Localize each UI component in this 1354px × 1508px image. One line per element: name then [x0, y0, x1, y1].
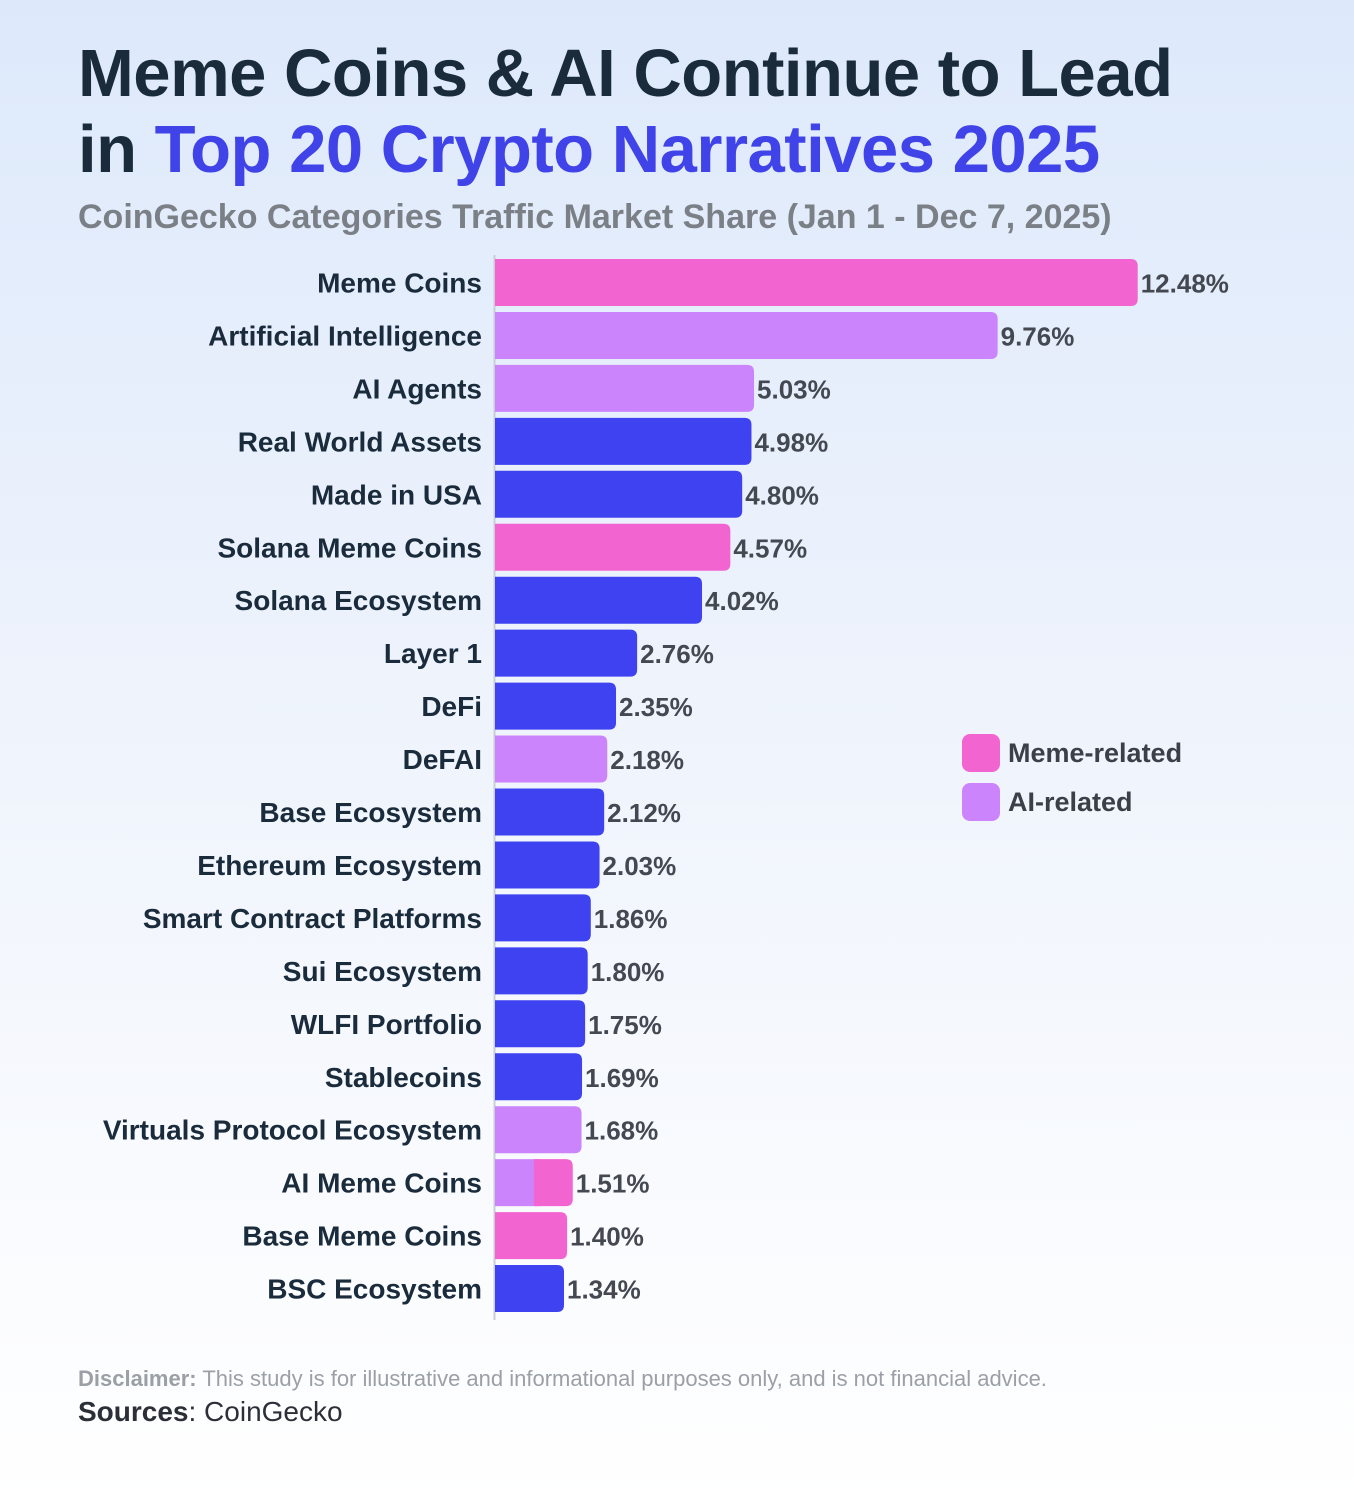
value-label-artificial-intelligence: 9.76%: [1001, 321, 1075, 351]
value-label-virtuals-protocol-ecosystem: 1.68%: [585, 1116, 659, 1146]
value-label-smart-contract-platforms: 1.86%: [594, 904, 668, 934]
bar-defai: [495, 735, 608, 783]
value-label-real-world-assets: 4.98%: [754, 427, 828, 457]
disclaimer-text: This study is for illustrative and infor…: [196, 1366, 1047, 1391]
value-label-stablecoins: 1.69%: [585, 1063, 659, 1093]
category-label-wlfi-portfolio: WLFI Portfolio: [291, 1009, 482, 1040]
category-label-virtuals-protocol-ecosystem: Virtuals Protocol Ecosystem: [103, 1115, 482, 1146]
bar-ethereum-ecosystem: [495, 841, 600, 889]
category-label-ethereum-ecosystem: Ethereum Ecosystem: [197, 850, 482, 881]
chart-legend: Meme-related AI-related: [962, 734, 1182, 832]
sources: Sources: CoinGecko: [78, 1396, 343, 1428]
sources-text: : CoinGecko: [188, 1396, 343, 1427]
bar-virtuals-protocol-ecosystem: [495, 1106, 582, 1154]
disclaimer-label: Disclaimer:: [78, 1366, 197, 1391]
bar-segment-meme-ai-meme-coins: [533, 1159, 573, 1207]
category-label-solana-ecosystem: Solana Ecosystem: [235, 585, 482, 616]
category-label-bsc-ecosystem: BSC Ecosystem: [267, 1274, 482, 1305]
legend-label-meme: Meme-related: [1008, 737, 1183, 768]
value-label-defai: 2.18%: [610, 745, 684, 775]
legend-item-ai: AI-related: [962, 783, 1182, 821]
bar-ai-agents: [495, 364, 755, 412]
value-label-made-in-usa: 4.80%: [745, 480, 819, 510]
bar-meme-coins: [495, 259, 1138, 306]
category-label-stablecoins: Stablecoins: [325, 1062, 482, 1093]
category-label-solana-meme-coins: Solana Meme Coins: [217, 532, 482, 563]
bar-artificial-intelligence: [495, 311, 998, 359]
bar-solana-meme-coins: [495, 523, 731, 571]
value-label-wlfi-portfolio: 1.75%: [588, 1010, 662, 1040]
value-label-ethereum-ecosystem: 2.03%: [603, 851, 677, 881]
category-label-smart-contract-platforms: Smart Contract Platforms: [143, 903, 482, 934]
value-label-bsc-ecosystem: 1.34%: [567, 1275, 641, 1305]
value-label-layer-1: 2.76%: [640, 639, 714, 669]
category-label-sui-ecosystem: Sui Ecosystem: [283, 956, 482, 987]
bar-made-in-usa: [495, 470, 743, 518]
value-label-ai-agents: 5.03%: [757, 374, 831, 404]
value-label-base-meme-coins: 1.40%: [570, 1222, 644, 1252]
category-label-base-ecosystem: Base Ecosystem: [259, 797, 482, 828]
bar-layer-1: [495, 629, 638, 677]
value-label-sui-ecosystem: 1.80%: [591, 957, 665, 987]
category-label-real-world-assets: Real World Assets: [238, 426, 482, 457]
category-label-ai-meme-coins: AI Meme Coins: [281, 1168, 482, 1199]
title-line-1: Meme Coins & AI Continue to Lead: [78, 36, 1173, 111]
title-line-2-prefix: in: [78, 112, 155, 187]
bar-wlfi-portfolio: [495, 1000, 586, 1048]
value-label-base-ecosystem: 2.12%: [607, 798, 681, 828]
category-label-ai-agents: AI Agents: [352, 373, 482, 404]
bar-base-ecosystem: [495, 788, 605, 836]
chart-subtitle: CoinGecko Categories Traffic Market Shar…: [78, 198, 1112, 236]
category-label-defai: DeFAI: [403, 744, 482, 775]
value-label-meme-coins: 12.48%: [1141, 269, 1229, 299]
value-label-solana-meme-coins: 4.57%: [733, 533, 807, 563]
category-label-defi: DeFi: [421, 691, 482, 722]
bar-defi: [495, 682, 617, 730]
bar-sui-ecosystem: [495, 947, 588, 995]
bar-segment-ai-ai-meme-coins: [495, 1159, 541, 1207]
category-label-meme-coins: Meme Coins: [317, 268, 482, 299]
category-label-made-in-usa: Made in USA: [311, 479, 482, 510]
chart-title: Meme Coins & AI Continue to Lead in Top …: [78, 36, 1338, 188]
value-label-solana-ecosystem: 4.02%: [705, 586, 779, 616]
bar-smart-contract-platforms: [495, 894, 591, 942]
bar-bsc-ecosystem: [495, 1265, 565, 1313]
value-label-ai-meme-coins: 1.51%: [576, 1169, 650, 1199]
legend-item-meme: Meme-related: [962, 734, 1182, 772]
legend-label-ai: AI-related: [1008, 786, 1133, 817]
bar-real-world-assets: [495, 417, 752, 465]
legend-swatch-meme: [962, 734, 1000, 772]
title-line-2-highlight: Top 20 Crypto Narratives 2025: [154, 112, 1101, 187]
legend-swatch-ai: [962, 783, 1000, 821]
disclaimer: Disclaimer: This study is for illustrati…: [78, 1366, 1047, 1392]
category-label-layer-1: Layer 1: [384, 638, 482, 669]
sources-label: Sources: [78, 1396, 189, 1427]
category-label-artificial-intelligence: Artificial Intelligence: [208, 320, 482, 351]
bar-solana-ecosystem: [495, 576, 703, 624]
bar-stablecoins: [495, 1053, 583, 1101]
value-label-defi: 2.35%: [619, 692, 693, 722]
bar-base-meme-coins: [495, 1212, 568, 1260]
category-label-base-meme-coins: Base Meme Coins: [242, 1221, 482, 1252]
